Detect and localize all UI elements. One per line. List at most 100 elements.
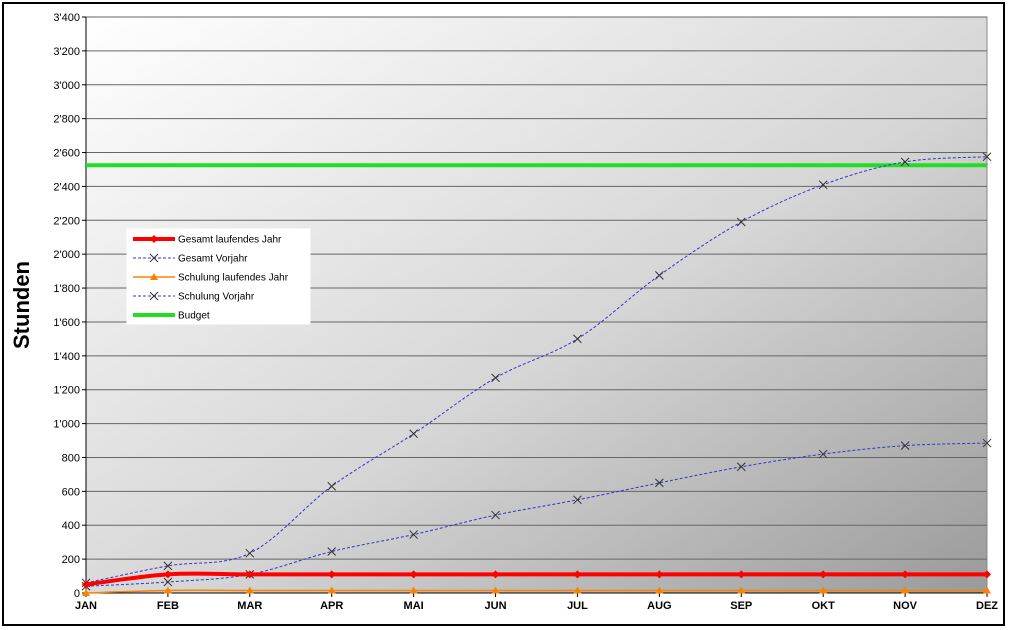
legend-entry: Schulung laufendes Jahr <box>133 273 289 284</box>
data-point <box>150 235 158 243</box>
data-point <box>655 586 664 594</box>
y-tick-label: 2'000 <box>53 249 80 261</box>
x-tick-label: DEZ <box>976 600 998 612</box>
gridlines <box>86 16 987 594</box>
x-tick-label: JAN <box>75 600 97 612</box>
x-tick-label: OKT <box>812 600 836 612</box>
legend-entry: Gesamt Vorjahr <box>133 254 248 265</box>
y-tick-label: 2'200 <box>53 215 80 227</box>
x-tick-label: FEB <box>157 600 179 612</box>
data-point <box>737 570 746 579</box>
data-point <box>491 570 500 579</box>
series-0 <box>82 570 991 589</box>
data-point <box>245 586 254 594</box>
data-point <box>818 180 828 190</box>
data-point <box>819 570 828 579</box>
data-point <box>982 438 992 448</box>
data-point <box>655 570 664 579</box>
data-point <box>327 481 337 491</box>
data-point <box>819 586 828 594</box>
y-tick-label: 200 <box>62 554 80 566</box>
series-2 <box>82 586 991 596</box>
data-point <box>901 570 910 579</box>
y-tick-label: 2'800 <box>53 114 80 126</box>
y-axis-ticks: 0 200 400 600 800 1'000 1'200 1'400 1'600 1'800 2'… <box>53 12 86 600</box>
y-tick-label: 1'000 <box>53 419 80 431</box>
y-axis-label: Stunden <box>9 261 34 349</box>
data-point <box>901 586 910 594</box>
x-tick-label: JUL <box>567 600 588 612</box>
y-tick-label: 3'400 <box>53 12 80 24</box>
data-point <box>327 570 336 579</box>
series-line <box>85 589 987 594</box>
legend-entry: Gesamt laufendes Jahr <box>133 235 282 246</box>
data-point <box>163 570 172 579</box>
y-tick-label: 3'000 <box>53 80 80 92</box>
data-point <box>82 580 90 589</box>
x-axis-ticks: JAN FEB MAR APR MAI JUN JUL AUG SEP OKT NOV DEZ <box>75 17 998 612</box>
data-point <box>409 429 418 439</box>
y-tick-label: 2'400 <box>53 181 80 193</box>
legend-label: Gesamt Vorjahr <box>178 254 248 265</box>
legend: Gesamt laufendes Jahr Gesamt Vorjahr Schul… <box>126 228 311 325</box>
data-point <box>736 217 746 227</box>
y-tick-label: 800 <box>62 452 80 464</box>
data-point <box>491 586 500 594</box>
data-point <box>573 495 582 505</box>
data-point <box>655 478 664 488</box>
y-tick-label: 0 <box>74 588 80 600</box>
x-tick-label: MAI <box>404 600 424 612</box>
data-point <box>655 270 664 280</box>
data-point <box>900 157 910 167</box>
y-tick-label: 400 <box>62 520 80 532</box>
y-tick-label: 1'200 <box>53 385 80 397</box>
y-tick-label: 600 <box>62 486 80 498</box>
data-point <box>82 589 90 596</box>
data-point <box>573 334 582 344</box>
data-point <box>149 253 159 263</box>
y-tick-label: 3'200 <box>53 46 80 58</box>
series-line <box>85 571 987 587</box>
x-tick-label: JUN <box>485 600 507 612</box>
data-point <box>327 547 337 556</box>
data-point <box>409 586 418 594</box>
y-tick-label: 1'400 <box>53 351 80 363</box>
data-point <box>149 291 159 301</box>
data-point <box>818 449 828 459</box>
data-point <box>163 561 173 571</box>
x-tick-label: AUG <box>647 600 671 612</box>
data-point <box>983 586 991 594</box>
series-1 <box>81 152 992 588</box>
y-tick-label: 2'600 <box>53 148 80 160</box>
data-point <box>245 570 254 579</box>
data-point <box>982 152 992 162</box>
data-point <box>409 570 418 579</box>
data-point <box>737 586 746 594</box>
data-point <box>327 586 336 594</box>
data-point <box>491 373 500 383</box>
data-point <box>409 530 418 539</box>
series-line <box>85 156 988 584</box>
series-group <box>81 152 992 596</box>
legend-label: Schulung Vorjahr <box>178 292 255 303</box>
legend-label: Budget <box>178 311 210 322</box>
data-point <box>573 570 582 579</box>
data-point <box>900 441 910 450</box>
x-tick-label: SEP <box>730 600 752 612</box>
legend-entry: Schulung Vorjahr <box>133 292 255 303</box>
data-point <box>491 510 500 520</box>
legend-entry: Budget <box>133 311 210 322</box>
data-point <box>163 586 172 594</box>
data-point <box>245 548 255 558</box>
y-tick-label: 1'800 <box>53 283 80 295</box>
data-point <box>983 570 991 579</box>
x-tick-label: APR <box>320 600 343 612</box>
data-point <box>573 586 582 594</box>
data-point <box>736 462 746 472</box>
legend-label: Gesamt laufendes Jahr <box>178 235 282 246</box>
y-tick-label: 1'600 <box>53 317 80 329</box>
data-point <box>163 577 173 587</box>
x-tick-label: NOV <box>893 600 918 612</box>
legend-label: Schulung laufendes Jahr <box>178 273 289 284</box>
